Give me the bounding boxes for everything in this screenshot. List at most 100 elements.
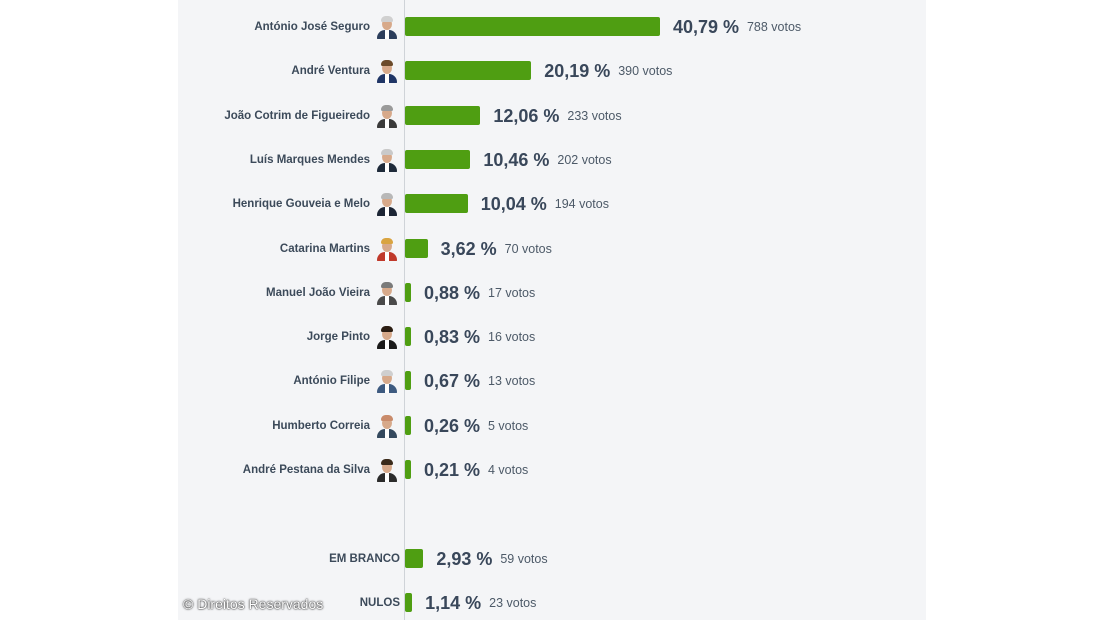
row-label: Jorge Pinto	[306, 331, 370, 344]
votes-label: 23 votos	[489, 596, 537, 611]
portrait-hair	[381, 370, 393, 377]
portrait-icon	[376, 148, 398, 172]
portrait-icon	[376, 369, 398, 394]
portrait-hair	[381, 104, 393, 111]
percentage-label: 10,04 %	[480, 194, 547, 215]
portrait-face	[382, 239, 392, 252]
row-label: Humberto Correia	[272, 419, 370, 432]
votes-label: 194 votos	[554, 197, 609, 212]
row-label: Luís Marques Mendes	[249, 153, 370, 166]
result-bar	[405, 549, 424, 568]
row-label: Manuel João Vieira	[266, 286, 370, 299]
votes-label: 59 votos	[500, 552, 548, 566]
percentage-label: 40,79 %	[672, 17, 739, 37]
portrait-icon	[376, 104, 398, 128]
portrait-icon	[376, 237, 398, 261]
row-label: André Ventura	[291, 65, 370, 78]
row-label: António Filipe	[293, 375, 370, 388]
portrait-face	[382, 195, 392, 208]
percentage-label: 0,21 %	[424, 460, 481, 480]
candidate-row: Henrique Gouveia e Melo 10,04 % 194 votos	[178, 187, 926, 221]
result-bar	[405, 149, 471, 169]
portrait-face	[382, 328, 392, 341]
votes-label: 788 votos	[746, 20, 802, 34]
percentage-label: 1,14 %	[425, 593, 482, 614]
candidate-row: André Pestana da Silva 0,21 % 4 votos	[178, 453, 926, 487]
portrait-shirt	[385, 295, 389, 305]
portrait-shirt	[385, 384, 389, 394]
portrait-icon	[376, 458, 398, 482]
portrait-hair	[381, 281, 393, 288]
results-panel	[178, 0, 926, 620]
votes-label: 4 votos	[488, 463, 529, 477]
percentage-label: 10,46 %	[483, 149, 550, 170]
portrait-shirt	[385, 207, 389, 217]
portrait-icon	[376, 15, 398, 39]
portrait-hair	[381, 414, 393, 421]
candidate-row: Luís Marques Mendes 10,46 % 202 votos	[178, 143, 926, 177]
portrait-icon	[376, 192, 398, 217]
row-label: EM BRANCO	[329, 553, 400, 565]
portrait-hair	[381, 326, 393, 333]
result-bar	[405, 282, 411, 302]
portrait-shirt	[385, 118, 389, 128]
votes-label: 202 votos	[557, 152, 612, 167]
votes-label: 390 votos	[618, 64, 673, 79]
portrait-shirt	[385, 30, 389, 39]
result-bar	[405, 17, 660, 36]
result-bar	[405, 415, 411, 435]
portrait-shirt	[385, 428, 389, 438]
portrait-hair	[381, 60, 393, 67]
portrait-icon	[376, 414, 398, 438]
watermark-label: © Direitos Reservados	[183, 596, 324, 612]
portrait-hair	[381, 459, 393, 465]
portrait-shirt	[385, 162, 389, 172]
candidate-row: António Filipe 0,67 % 13 votos	[178, 364, 926, 398]
candidate-row: Jorge Pinto 0,83 % 16 votos	[178, 320, 926, 354]
portrait-shirt	[385, 251, 389, 261]
result-bar	[405, 194, 468, 214]
portrait-hair	[381, 193, 393, 200]
percentage-label: 0,26 %	[424, 415, 481, 436]
row-label: André Pestana da Silva	[242, 464, 370, 476]
row-label: Henrique Gouveia e Melo	[232, 198, 370, 211]
percentage-label: 20,19 %	[544, 61, 611, 82]
votes-label: 16 votos	[488, 330, 536, 345]
candidate-row: António José Seguro 40,79 % 788 votos	[178, 10, 926, 44]
percentage-label: 0,88 %	[424, 282, 481, 303]
portrait-hair	[381, 148, 393, 155]
votes-label: 70 votos	[504, 241, 552, 256]
result-bar	[405, 593, 413, 613]
votes-label: 233 votos	[567, 108, 622, 123]
candidate-row: Humberto Correia 0,26 % 5 votos	[178, 409, 926, 443]
percentage-label: 3,62 %	[440, 238, 497, 259]
candidate-row: André Ventura 20,19 % 390 votos	[178, 54, 926, 88]
result-bar	[405, 238, 428, 258]
portrait-face	[382, 106, 392, 119]
result-bar	[405, 327, 411, 347]
portrait-hair	[381, 16, 393, 22]
portrait-hair	[381, 237, 393, 244]
portrait-face	[382, 62, 392, 75]
candidate-row: Manuel João Vieira 0,88 % 17 votos	[178, 276, 926, 310]
candidate-row: João Cotrim de Figueiredo 12,06 % 233 voto…	[178, 99, 926, 133]
portrait-face	[382, 416, 392, 429]
axis-line	[404, 0, 405, 620]
portrait-shirt	[385, 74, 389, 84]
result-bar	[405, 105, 481, 125]
portrait-face	[382, 283, 392, 296]
percentage-label: 2,93 %	[436, 549, 493, 569]
portrait-icon	[376, 325, 398, 350]
portrait-face	[382, 461, 392, 473]
row-label: João Cotrim de Figueiredo	[224, 109, 370, 122]
candidate-row: Catarina Martins 3,62 % 70 votos	[178, 232, 926, 266]
votes-label: 13 votos	[488, 374, 536, 389]
row-label: António José Seguro	[254, 21, 370, 33]
votes-label: 5 votos	[488, 418, 529, 433]
portrait-face	[382, 372, 392, 385]
row-label: NULOS	[359, 597, 400, 610]
result-bar	[405, 61, 532, 81]
portrait-face	[382, 18, 392, 30]
percentage-label: 0,83 %	[424, 327, 481, 348]
votes-label: 17 votos	[488, 285, 536, 300]
